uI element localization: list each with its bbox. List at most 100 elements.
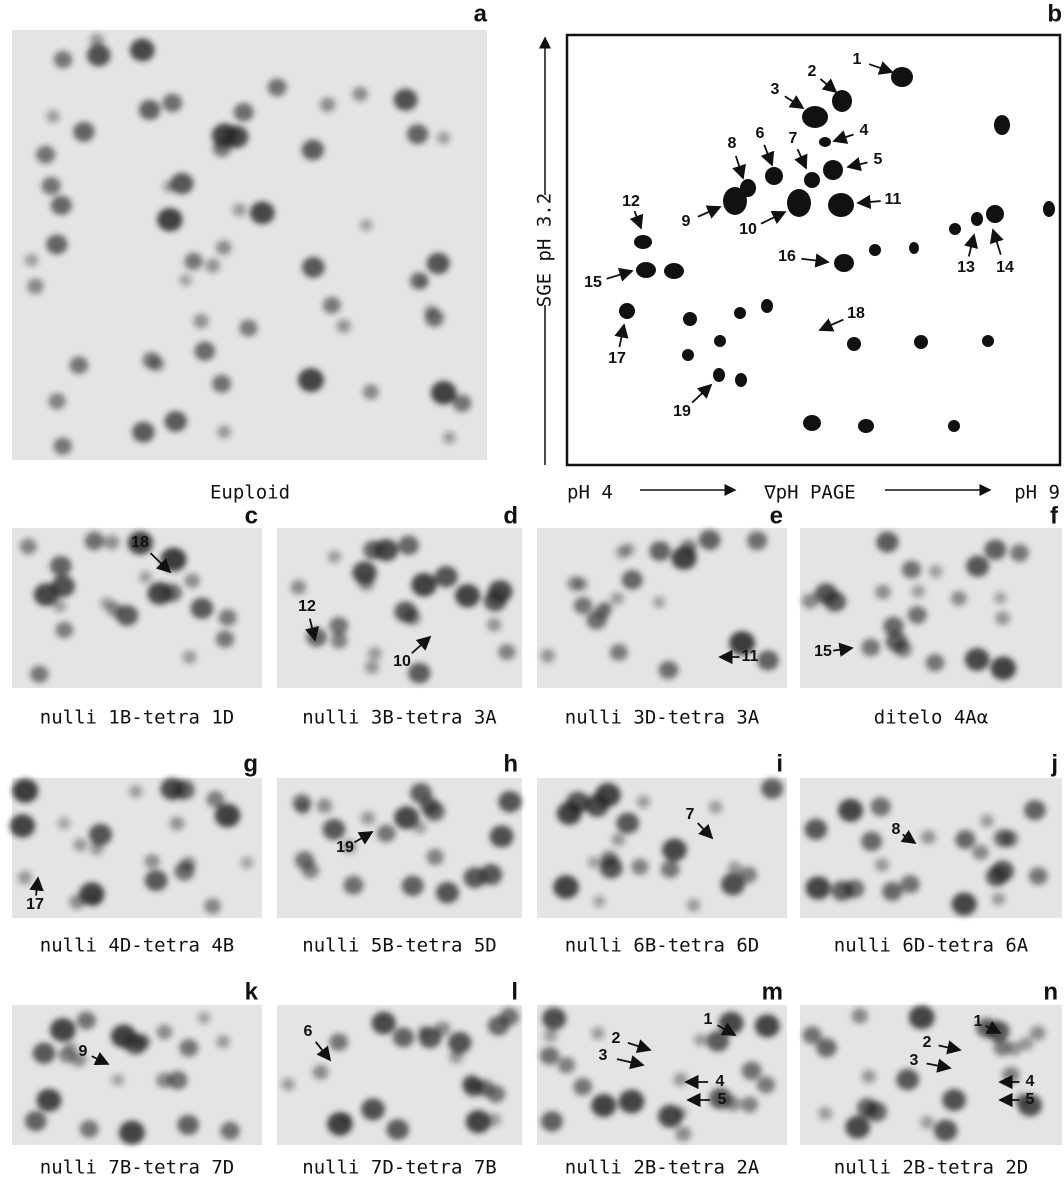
schematic-spot	[634, 235, 652, 249]
gel-spot	[27, 278, 44, 294]
gel-spot	[805, 876, 831, 900]
gel-spot	[212, 139, 232, 157]
gel-spot	[942, 1088, 966, 1111]
caption: nulli 2B-tetra 2D	[834, 1157, 1028, 1179]
spot-label: 2	[923, 1034, 932, 1051]
spot-label: 2	[808, 63, 817, 80]
gel-spot	[36, 1088, 62, 1112]
gel-spot	[452, 394, 472, 412]
gel-spot	[436, 131, 451, 145]
gel-spot	[658, 660, 679, 680]
x-axis-right: pH 9	[1014, 482, 1060, 504]
gel-spot	[861, 831, 883, 852]
arrow	[846, 157, 868, 172]
arrow	[614, 323, 629, 348]
gel-spot	[118, 1120, 145, 1145]
gel-spot	[553, 875, 579, 899]
arrow	[29, 876, 44, 896]
gel-spot	[448, 1031, 472, 1054]
gel-spot	[362, 384, 379, 400]
gel-spot	[662, 838, 687, 862]
gel-spot	[876, 531, 899, 553]
gel-spot	[184, 252, 203, 270]
arrow	[819, 78, 838, 94]
gel-spot	[928, 564, 943, 578]
spot-label: 12	[622, 193, 640, 210]
gel-spot	[360, 811, 376, 825]
gel-spot	[32, 1042, 56, 1064]
gel-spot	[616, 812, 640, 834]
gel-spot	[214, 803, 241, 828]
gel-spot	[845, 1115, 871, 1139]
panel-letter: n	[1043, 978, 1058, 1005]
gel-spot	[103, 535, 120, 550]
gel-spot	[294, 851, 315, 870]
schematic-spot	[619, 303, 635, 319]
spot-label: 6	[304, 1023, 313, 1040]
gel-spot	[232, 203, 247, 217]
gel-spot	[861, 1069, 877, 1084]
gel-spot	[671, 546, 697, 570]
gel-spot	[85, 891, 102, 907]
spot-label: 9	[682, 213, 691, 230]
gel-spot	[698, 529, 721, 550]
gel-spot	[911, 584, 926, 598]
gel-spot	[542, 1007, 567, 1030]
gel-spot	[454, 584, 481, 608]
gel-spot	[24, 1111, 47, 1132]
gel-spot	[9, 814, 36, 838]
spot-label: 18	[131, 534, 149, 551]
arrow	[833, 642, 854, 657]
gel-spot	[111, 1073, 125, 1087]
gel-spot	[73, 838, 88, 852]
caption: ditelo 4Aα	[874, 707, 988, 729]
gel-spot	[79, 1120, 99, 1138]
gel-spot	[327, 1112, 353, 1136]
spot-label: 3	[771, 81, 780, 98]
gel-spot	[249, 201, 275, 225]
gel-spot	[933, 1119, 958, 1142]
caption: nulli 3B-tetra 3A	[302, 707, 497, 729]
arrow	[868, 61, 894, 75]
gel-spot	[883, 616, 904, 636]
arrow	[985, 1020, 1002, 1034]
gel-spot	[53, 437, 72, 455]
gel-spot	[132, 421, 155, 443]
schematic-spot	[949, 223, 961, 235]
gel-spot	[423, 801, 445, 822]
gel-spot	[993, 1039, 1011, 1056]
gel-spot	[426, 252, 450, 275]
gel-spot	[212, 374, 232, 393]
spot-label: 8	[728, 135, 737, 152]
arrow	[697, 822, 714, 840]
spot-label: 11	[742, 648, 759, 665]
gel-spot	[46, 109, 60, 123]
gel-spot	[206, 790, 225, 808]
gel-spot	[329, 616, 349, 635]
gel-spot	[1002, 1066, 1020, 1084]
gel-spot	[147, 581, 173, 605]
y-axis-label: SGE pH 3.2	[534, 193, 556, 307]
arrow	[691, 383, 713, 404]
arrow	[305, 618, 320, 642]
gel-spot	[540, 648, 556, 663]
gel-spot	[319, 97, 336, 113]
gel-spot	[442, 431, 456, 444]
gel-spot	[893, 640, 912, 658]
gel-spot	[73, 121, 95, 142]
arrow	[794, 148, 808, 170]
gel-spot	[586, 610, 607, 630]
spot-label: 4	[860, 122, 869, 139]
gel-spot	[398, 535, 419, 556]
gel-spot	[267, 78, 287, 97]
spot-label: 19	[336, 839, 354, 856]
gel-spot	[76, 1011, 96, 1030]
gel-spot	[741, 1061, 762, 1081]
gel-spot	[371, 1011, 396, 1035]
axis-gap	[535, 195, 555, 305]
gel-spot	[88, 823, 113, 846]
schematic-spot	[804, 172, 820, 188]
panel-letter: k	[245, 978, 259, 1005]
caption: Euploid	[210, 482, 290, 504]
gel-spot	[543, 1028, 558, 1043]
